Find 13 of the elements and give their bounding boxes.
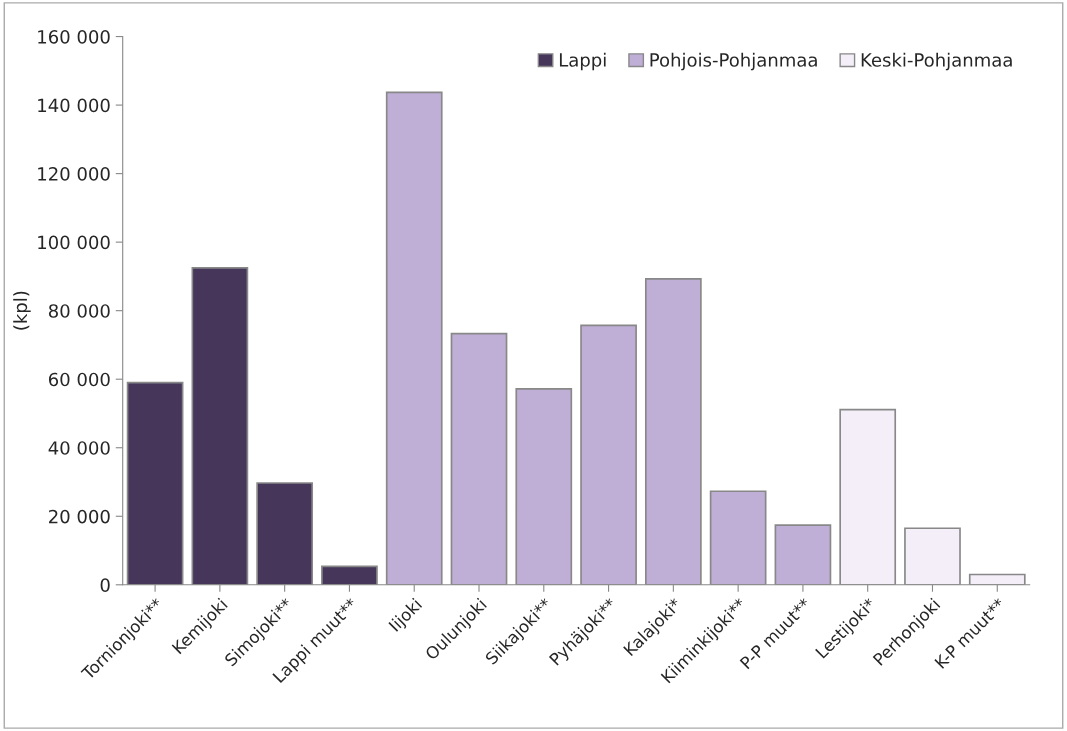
legend-label: Keski-Pohjanmaa <box>861 52 1012 71</box>
legend-label: Lappi <box>559 52 606 71</box>
legend-label: Pohjois-Pohjanmaa <box>650 52 817 71</box>
y-tick-label: 120 000 <box>38 167 110 181</box>
y-tick-label: 0 <box>100 578 110 592</box>
y-tick-label: 160 000 <box>38 30 110 44</box>
y-tick-label: 60 000 <box>48 372 110 387</box>
y-axis-title: (kpl) <box>13 291 31 330</box>
y-tick-label: 80 000 <box>48 304 110 318</box>
y-tick-label: 40 000 <box>48 441 110 455</box>
y-tick-label: 100 000 <box>38 235 110 250</box>
y-tick-label: 20 000 <box>49 509 110 524</box>
y-tick-label: 140 000 <box>38 98 110 113</box>
